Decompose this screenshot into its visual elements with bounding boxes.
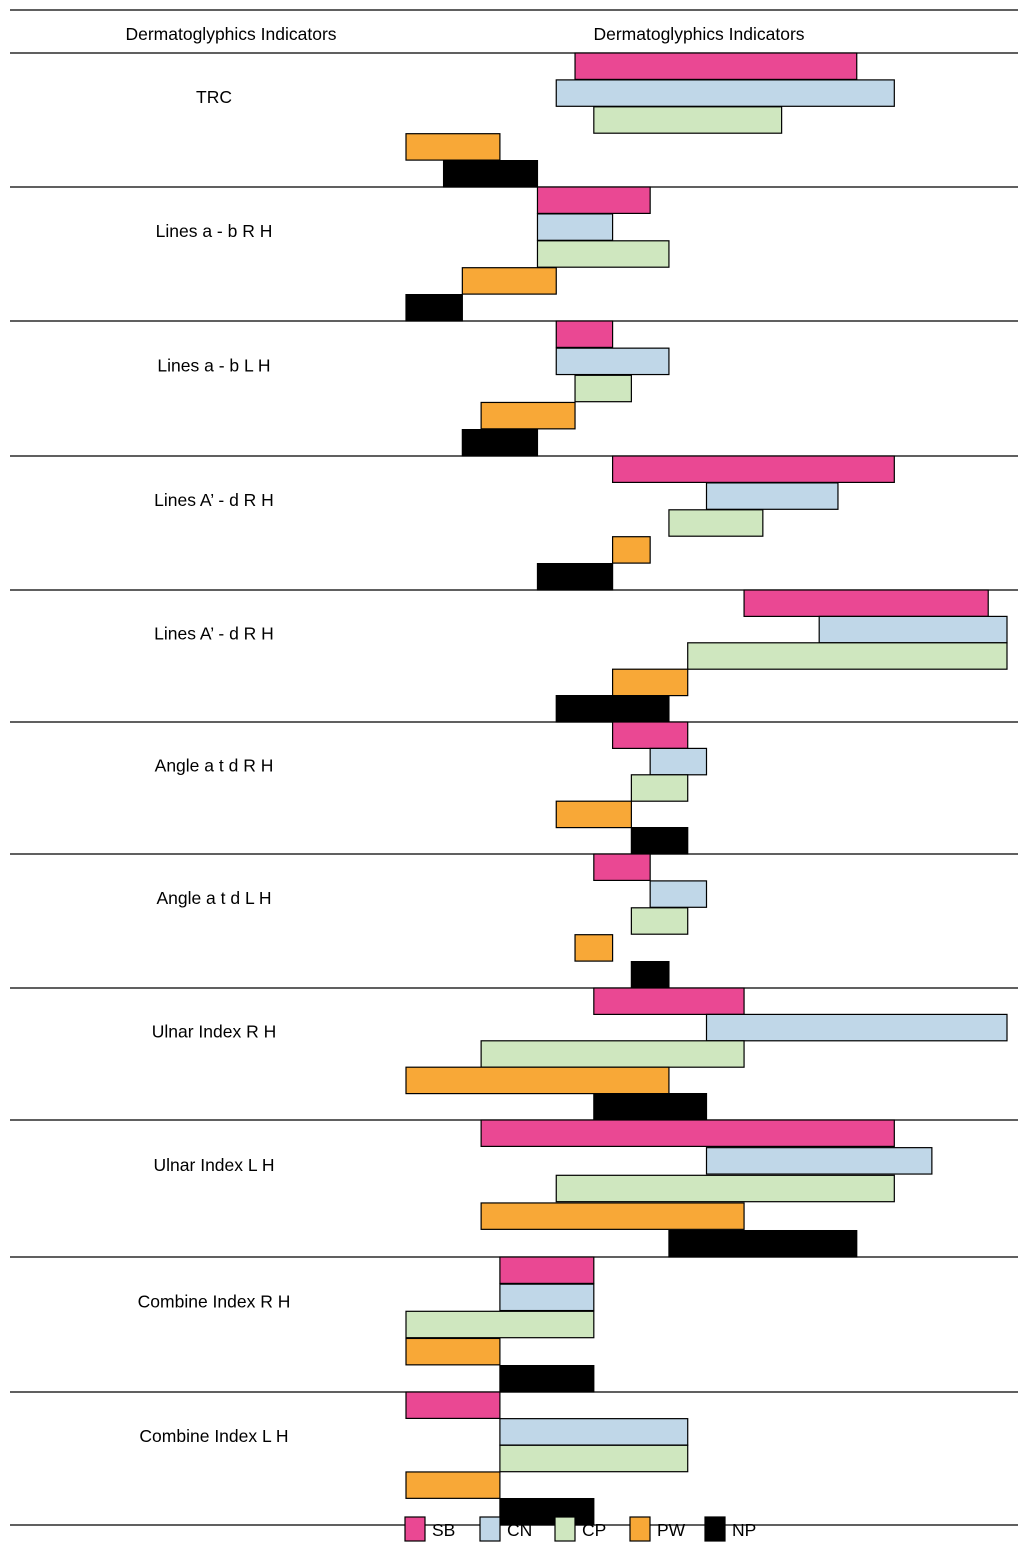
bar-pw	[480, 401, 576, 430]
bar-cn	[705, 482, 839, 510]
category-label: Lines A’ - d R H	[154, 490, 274, 510]
bar-sb	[743, 589, 989, 617]
bar-pw	[555, 800, 632, 829]
bar-cp	[405, 1310, 595, 1339]
bars	[405, 52, 1008, 1526]
legend: SB CN CP PW NP	[404, 1516, 756, 1542]
row-labels: TRC Lines a - b R H Lines a - b L H Lines A…	[138, 87, 291, 1446]
bar-pw	[405, 1471, 501, 1499]
bar-cn	[649, 747, 708, 776]
bar-np	[630, 960, 670, 989]
bar-pw	[574, 934, 614, 962]
bar-cp	[555, 1174, 895, 1203]
legend-swatch-pw	[629, 1516, 651, 1542]
bar-pw	[611, 668, 689, 697]
bar-np	[536, 562, 614, 591]
bar-cn	[649, 880, 708, 908]
bar-np	[499, 1364, 595, 1393]
bar-np	[630, 826, 689, 855]
bar-pw	[461, 267, 557, 295]
right-header: Dermatoglyphics Indicators	[593, 24, 804, 44]
category-label: Lines A’ - d R H	[154, 624, 274, 644]
bar-np	[668, 1229, 858, 1258]
legend-label-sb: SB	[432, 1520, 455, 1540]
bar-pw	[611, 536, 651, 564]
bar-cp	[574, 374, 632, 403]
bar-np	[593, 1092, 708, 1121]
bar-sb	[499, 1256, 595, 1284]
legend-label-cn: CN	[507, 1520, 532, 1540]
legend-swatch-cp	[554, 1516, 576, 1542]
bar-cn	[818, 615, 1008, 644]
bar-cp	[593, 106, 783, 134]
bar-cp	[499, 1444, 689, 1473]
bar-sb	[611, 455, 895, 483]
category-label: Lines a - b L H	[157, 356, 270, 376]
bar-cn	[555, 79, 895, 107]
legend-swatch-np	[704, 1516, 726, 1542]
bar-cn	[499, 1418, 689, 1446]
legend-label-np: NP	[732, 1520, 756, 1540]
bar-np	[461, 429, 539, 457]
bar-cp	[630, 774, 689, 802]
bar-sb	[536, 186, 651, 214]
legend-label-pw: PW	[657, 1520, 686, 1540]
bar-sb	[611, 721, 689, 749]
bar-cn	[555, 347, 670, 376]
bar-pw	[405, 1337, 501, 1366]
bar-pw	[405, 133, 501, 161]
bar-np	[442, 160, 539, 188]
bar-cp	[630, 907, 689, 935]
bar-cp	[536, 240, 670, 268]
bar-sb	[574, 52, 858, 80]
bar-sb	[480, 1119, 895, 1147]
bar-sb	[593, 853, 651, 881]
bar-cn	[499, 1283, 595, 1312]
bar-sb	[593, 987, 745, 1015]
bar-cn	[705, 1013, 1008, 1042]
bar-cp	[668, 509, 764, 537]
bar-pw	[480, 1202, 745, 1230]
legend-label-cp: CP	[582, 1520, 606, 1540]
category-label: Combine Index L H	[139, 1426, 288, 1446]
category-label: Ulnar Index L H	[154, 1155, 275, 1175]
bar-cn	[536, 213, 614, 241]
bar-np	[499, 1497, 595, 1526]
category-label: Lines a - b R H	[156, 221, 273, 241]
bar-sb	[555, 320, 614, 348]
category-label: TRC	[196, 87, 232, 107]
legend-swatch-cn	[479, 1516, 501, 1542]
category-label: Angle a t d L H	[156, 888, 271, 908]
bar-cn	[705, 1147, 933, 1175]
category-label: Ulnar Index R H	[152, 1022, 277, 1042]
bar-sb	[405, 1391, 501, 1419]
bar-pw	[405, 1066, 670, 1095]
left-header: Dermatoglyphics Indicators	[125, 24, 336, 44]
category-label: Combine Index R H	[138, 1292, 291, 1312]
category-label: Angle a t d R H	[155, 756, 274, 776]
bar-cp	[480, 1040, 745, 1068]
bar-np	[405, 294, 463, 322]
legend-swatch-sb	[404, 1516, 426, 1542]
bar-cp	[687, 642, 1008, 670]
bar-np	[555, 694, 670, 723]
